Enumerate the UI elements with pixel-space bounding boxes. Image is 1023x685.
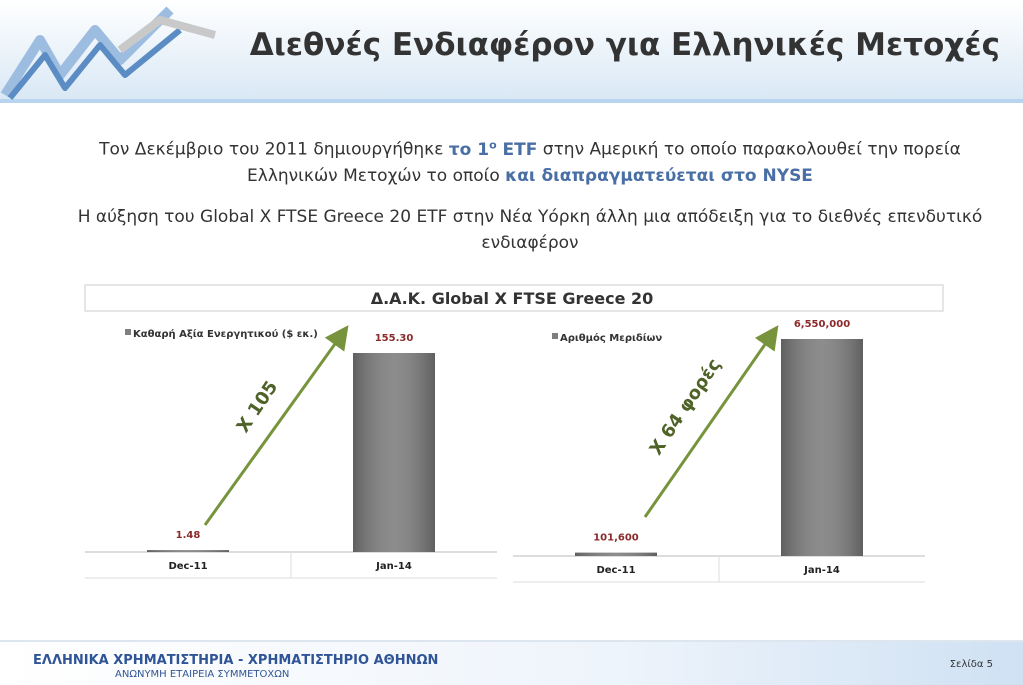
header-band [0,0,1023,100]
bar-shading [147,550,229,552]
footer-subtitle: ΑΝΩΝΥΜΗ ΕΤΑΙΡΕΙΑ ΣΥΜΜΕΤΟΧΩΝ [115,669,289,680]
page-number: Σελίδα 5 [950,658,993,670]
footer-band [0,640,1023,685]
panel-title: Δ.Α.Κ. Global X FTSE Greece 20 [371,289,654,308]
legend-label: Καθαρή Αξία Ενεργητικού ($ εκ.) [133,328,318,340]
growth-arrow [203,325,349,526]
value-label: 6,550,000 [794,319,850,330]
footer-rule [0,640,1023,642]
footer-company: ΕΛΛΗΝΙΚΑ ΧΡΗΜΑΤΙΣΤΗΡΙΑ - ΧΡΗΜΑΤΙΣΤΗΡΙΟ Α… [33,653,438,668]
value-label: 1.48 [176,530,201,541]
logo-graphic [0,6,217,100]
slide-title: Διεθνές Ενδιαφέρον για Ελληνικές Μετοχές [250,27,1000,63]
value-label: 101,600 [593,533,639,544]
highlight: και διαπραγματεύεται στο NYSE [505,165,813,186]
legend-swatch [552,333,558,339]
x-tick-label: Jan-14 [803,565,840,576]
legend-label: Αριθμός Μεριδίων [560,332,662,344]
bar-shading [353,353,435,552]
superscript: ο [489,138,497,151]
value-label: 155.30 [375,333,414,344]
header-rule [0,99,1023,103]
highlight: το 1ο ETF [448,138,538,160]
growth-arrow [643,325,779,518]
bar-shading [781,339,863,556]
paragraph-1: Τον Δεκέμβριο του 2011 δημιουργήθηκε το … [70,132,990,189]
text: στην Αμερική το οποίο παρακολουθεί την π… [247,139,961,186]
annotation: X 64 φορές [646,355,726,459]
panel-title-box [84,284,944,312]
x-tick-label: Dec-11 [168,561,207,572]
legend-swatch [125,329,131,335]
text: Τον Δεκέμβριο του 2011 δημιουργήθηκε [99,139,449,160]
bar-shading [575,552,657,556]
text: το 1 [448,139,490,160]
x-tick-label: Jan-14 [375,561,412,572]
paragraph-2: Η αύξηση του Global X FTSE Greece 20 ETF… [77,207,983,253]
text: ETF [496,139,538,160]
x-tick-label: Dec-11 [596,565,635,576]
